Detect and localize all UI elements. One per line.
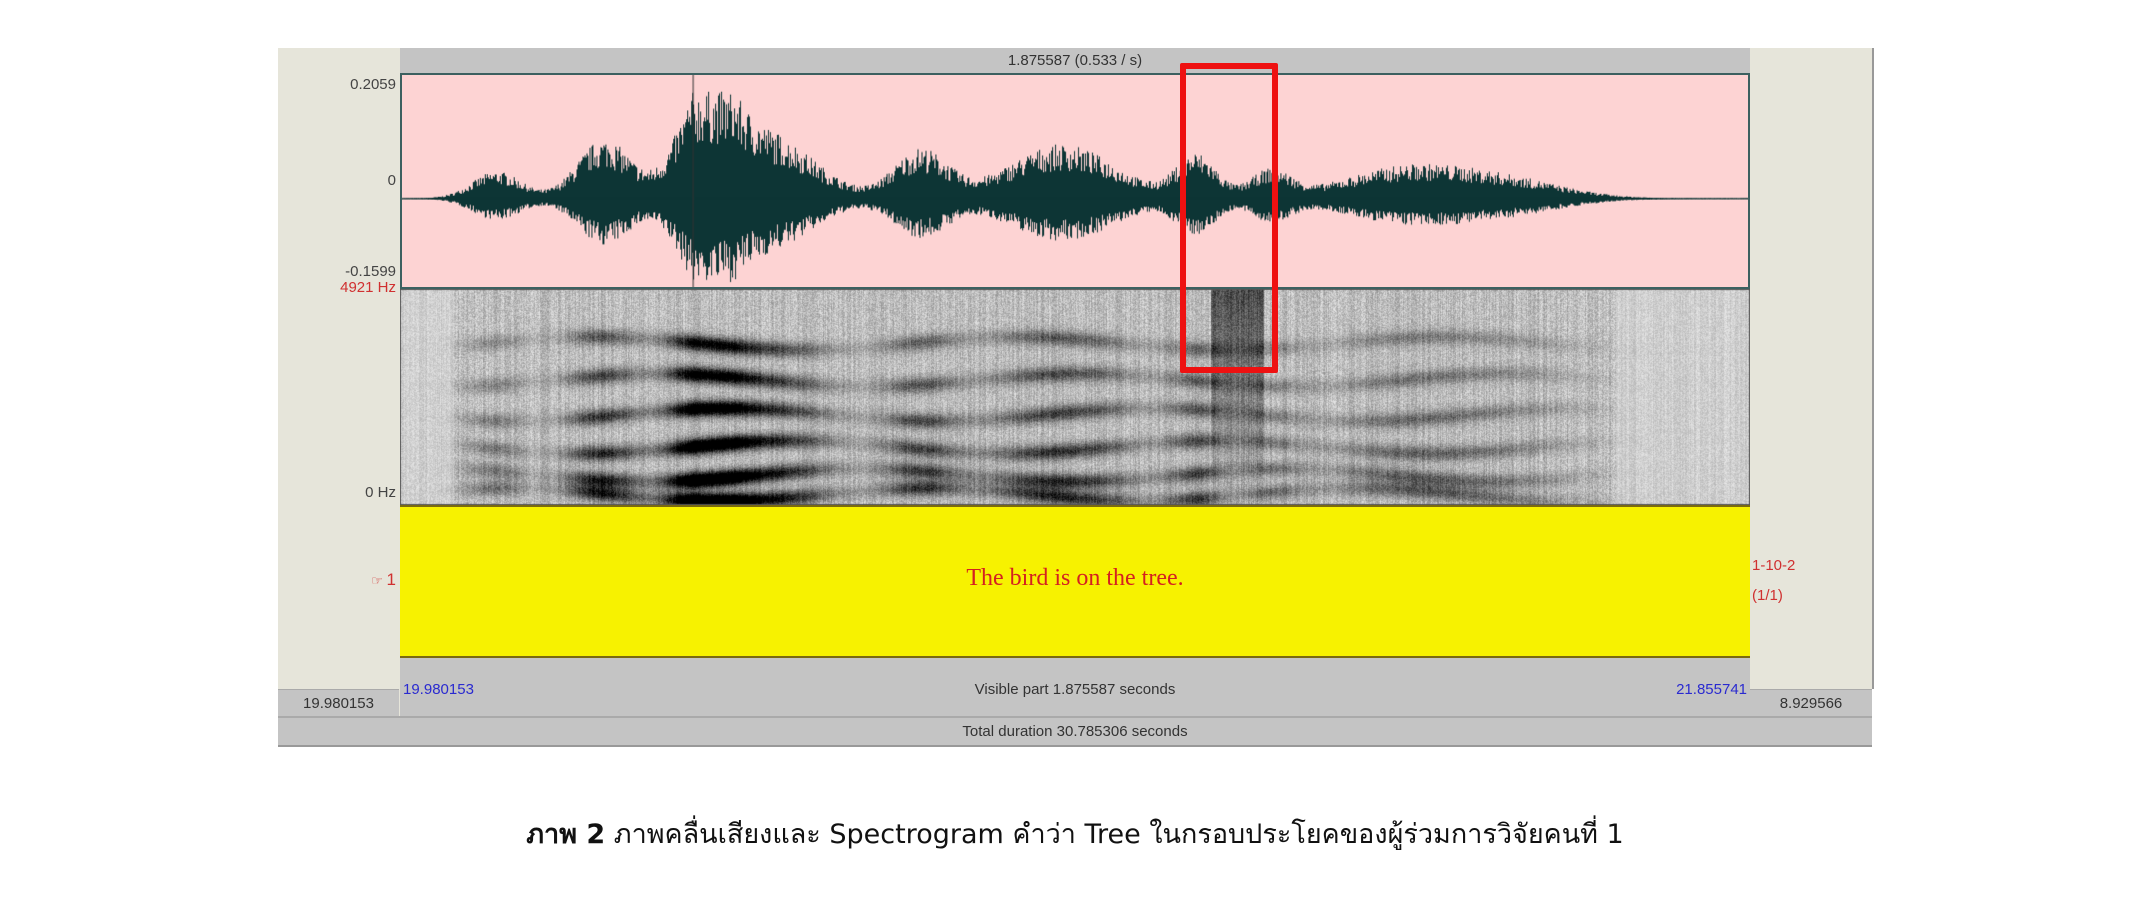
right-hidden-duration[interactable]: 8.929566 <box>1750 689 1872 717</box>
right-margin <box>1750 48 1874 689</box>
left-hidden-duration[interactable]: 19.980153 <box>278 689 399 717</box>
highlight-box <box>1180 63 1278 373</box>
figure-caption: ภาพ 2 ภาพคลื่นเสียงและ Spectrogram คำว่า… <box>0 812 2150 855</box>
visible-part-bar[interactable]: 19.980153 Visible part 1.875587 seconds … <box>400 658 1750 716</box>
pointing-hand-icon: ☞ <box>371 573 387 588</box>
spectrogram-max-freq-label: 4921 Hz <box>340 279 396 296</box>
tier-number-label[interactable]: ☞ 1 <box>278 570 396 590</box>
spectrogram-min-freq-label: 0 Hz <box>365 484 396 501</box>
total-duration-bar[interactable]: Total duration 30.785306 seconds <box>278 716 1872 747</box>
waveform-min-label: -0.1599 <box>345 263 396 280</box>
waveform-panel[interactable] <box>400 73 1750 289</box>
text-tier-1[interactable]: The bird is on the tree. <box>400 505 1750 658</box>
selection-duration: 1.875587 (0.533 / s) <box>1007 52 1143 69</box>
caption-text: ภาพคลื่นเสียงและ Spectrogram คำว่า Tree … <box>613 819 1624 850</box>
tier-name: 1-10-2 <box>1752 557 1796 574</box>
tier-number: 1 <box>386 570 396 589</box>
spectrogram-panel[interactable] <box>400 289 1750 505</box>
waveform-max-label: 0.2059 <box>350 76 396 93</box>
left-margin <box>278 48 399 689</box>
interval-text[interactable]: The bird is on the tree. <box>966 565 1184 591</box>
visible-start-time: 19.980153 <box>403 681 474 698</box>
selection-duration-bar[interactable]: 1.875587 (0.533 / s) <box>400 48 1750 73</box>
tier-interval-count: (1/1) <box>1752 587 1783 604</box>
total-duration: Total duration 30.785306 seconds <box>962 723 1188 740</box>
visible-part-label: Visible part 1.875587 seconds <box>974 681 1176 698</box>
visible-end-time: 21.855741 <box>1676 681 1747 698</box>
figure-label: ภาพ 2 <box>526 819 606 850</box>
waveform-zero-label: 0 <box>387 172 396 189</box>
